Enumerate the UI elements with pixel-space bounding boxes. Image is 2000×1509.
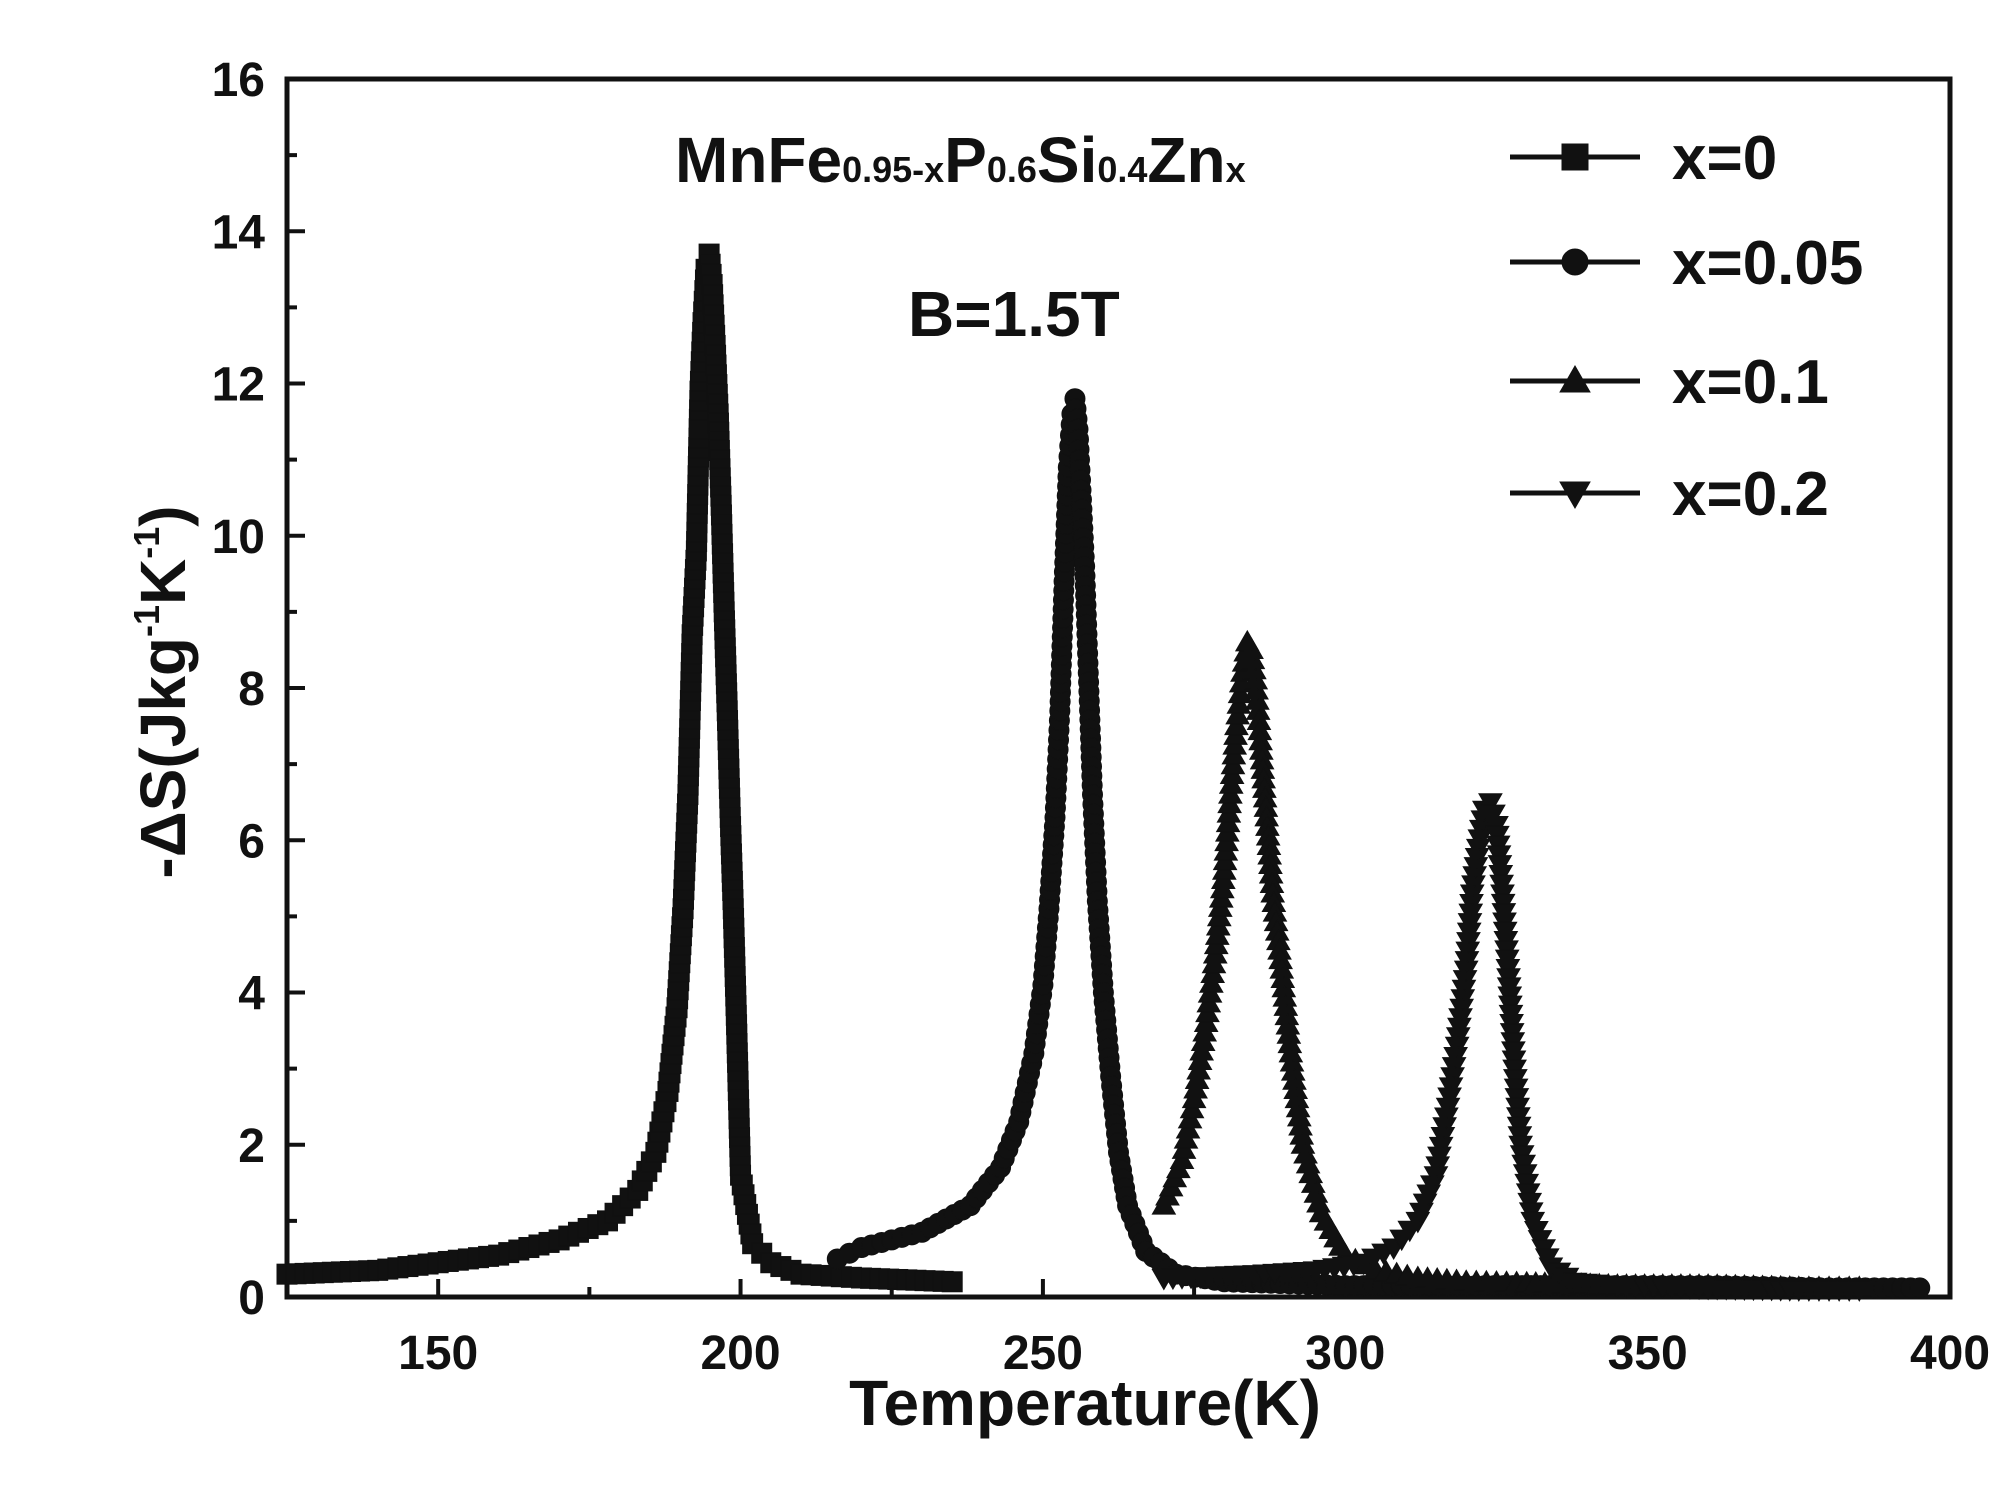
formula-annotation: MnFe0.95-xP0.6Si0.4Znx <box>675 124 1246 196</box>
legend-label: x=0.05 <box>1672 229 1863 298</box>
legend-marker <box>1559 481 1591 509</box>
y-axis-title-exp-1: -1 <box>126 605 167 637</box>
legend-label: x=0 <box>1672 124 1777 193</box>
formula-part: x <box>1226 149 1246 190</box>
series-line <box>286 253 953 1284</box>
legend-label: x=0.1 <box>1672 348 1829 417</box>
x-tick-label: 150 <box>398 1327 478 1380</box>
legend-item: x=0.1 <box>1510 348 1829 417</box>
y-tick-label: 0 <box>238 1272 265 1325</box>
data-point <box>1478 793 1503 815</box>
data-point <box>1909 1277 1931 1299</box>
formula-part: MnFe <box>675 124 842 196</box>
y-tick-label: 6 <box>238 815 265 868</box>
x-tick-label: 400 <box>1910 1327 1990 1380</box>
legend-marker <box>1559 365 1591 393</box>
y-tick-label: 8 <box>238 663 265 716</box>
y-axis-title: -ΔS(Jkg-1K-1) <box>126 505 199 878</box>
legend-marker <box>1561 248 1589 276</box>
formula-part: Zn <box>1147 124 1225 196</box>
y-tick-label: 12 <box>212 359 265 412</box>
legend-item: x=0.05 <box>1510 229 1863 298</box>
x-tick-label: 300 <box>1305 1327 1385 1380</box>
legend-item: x=0 <box>1510 124 1777 193</box>
y-tick-label: 16 <box>212 54 265 107</box>
data-point <box>1224 713 1249 736</box>
y-axis-title-main: -ΔS(Jkg <box>127 637 199 879</box>
y-tick-label: 10 <box>212 511 265 564</box>
data-point-dense <box>1225 702 1250 725</box>
legend-marker <box>1561 143 1589 171</box>
series-x=0 <box>276 243 963 1293</box>
y-tick-label: 14 <box>212 206 266 259</box>
legend: x=0 x=0.05 x=0.1 x=0.2 <box>1510 124 1863 529</box>
data-point-dense <box>1481 804 1506 827</box>
x-axis-title: Temperature(K) <box>849 1367 1321 1439</box>
x-axis-ticks: 150 200 250 300 350 400 <box>285 1279 1990 1380</box>
series-x=0.1 <box>1151 629 1872 1297</box>
field-annotation: B=1.5T <box>908 278 1120 350</box>
legend-label: x=0.2 <box>1672 460 1829 529</box>
y-axis-ticks: 0 2 4 6 8 10 12 14 16 <box>212 54 305 1325</box>
y-axis-title-unit-k: K <box>127 559 199 605</box>
formula-part: 0.6 <box>987 149 1037 190</box>
formula-part: P <box>944 124 987 196</box>
data-point-dense <box>1226 692 1252 714</box>
formula-part: Si <box>1037 124 1097 196</box>
data-point <box>1846 1280 1872 1302</box>
x-tick-label: 250 <box>1003 1327 1083 1380</box>
data-point <box>941 1271 963 1293</box>
x-tick-label: 350 <box>1608 1327 1688 1380</box>
x-tick-label: 200 <box>700 1327 780 1380</box>
formula-part: 0.95-x <box>842 149 944 190</box>
formula-part: 0.4 <box>1097 149 1147 190</box>
y-axis-title-exp-2: -1 <box>126 527 167 559</box>
y-axis-title-close: ) <box>127 505 199 526</box>
legend-item: x=0.2 <box>1510 460 1829 529</box>
series-layer <box>276 243 1931 1302</box>
series-x=0.2 <box>1151 793 1872 1302</box>
y-tick-label: 4 <box>238 968 265 1021</box>
y-tick-label: 2 <box>238 1120 265 1173</box>
